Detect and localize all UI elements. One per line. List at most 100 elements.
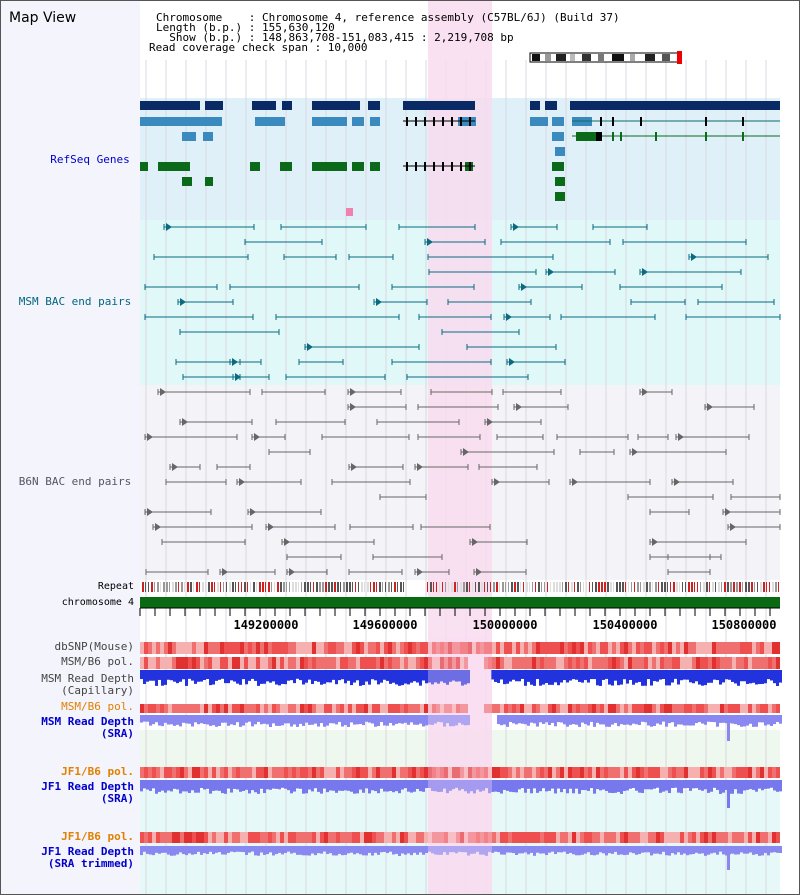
msm-pol2-cell bbox=[516, 704, 520, 713]
jf1-sra-depth-bar bbox=[560, 780, 563, 793]
jf1-trim-depth-bar bbox=[689, 846, 692, 855]
msm-cap-depth-bar bbox=[536, 670, 539, 680]
repeat-mark bbox=[391, 582, 392, 592]
jf1-pol-cell bbox=[244, 767, 248, 778]
track-label-repeat: Repeat bbox=[97, 581, 134, 592]
jf1-pol-cell bbox=[704, 767, 708, 778]
msm-sra-depth-bar bbox=[296, 715, 299, 727]
jf1-trim-depth-bar bbox=[617, 846, 620, 855]
gene-exon bbox=[205, 101, 223, 110]
msm-sra-depth-bar bbox=[239, 715, 242, 727]
jf1-pol-cell bbox=[236, 767, 240, 778]
show-range-info: Show (b.p.) : 148,863,708-151,083,415 : … bbox=[156, 31, 514, 44]
msm-cap-depth-bar bbox=[509, 670, 512, 682]
jf1-sra-depth-bar bbox=[773, 780, 776, 791]
dbsnp-cell bbox=[144, 642, 148, 654]
msm-pol2-cell bbox=[708, 704, 712, 713]
msm-sra-depth-bar bbox=[605, 715, 608, 727]
jf1-sra-depth-bar bbox=[689, 780, 692, 791]
gene-exon bbox=[552, 117, 564, 126]
msm-sra-depth-bar bbox=[584, 715, 587, 725]
msm-sra-depth-bar bbox=[692, 715, 695, 726]
jf1-trim-depth-bar bbox=[683, 846, 686, 854]
repeat-mark bbox=[655, 582, 657, 592]
msm-pol2-cell bbox=[544, 704, 548, 713]
jf1-trim-depth-bar bbox=[368, 846, 371, 853]
jf1-pol-cell bbox=[460, 767, 464, 778]
repeat-mark bbox=[211, 582, 213, 592]
repeat-mark bbox=[445, 582, 446, 592]
jf1-sra-depth-bar bbox=[296, 780, 299, 789]
msm-sra-depth-bar bbox=[311, 715, 314, 725]
jf1-sra-depth-bar bbox=[335, 780, 338, 793]
jf1-trim-depth-bar bbox=[329, 846, 332, 854]
gene-exon bbox=[705, 117, 707, 126]
msm-pol-cell bbox=[456, 657, 460, 669]
msm-sra-depth-bar bbox=[170, 715, 173, 725]
jf1-trim-depth-bar bbox=[182, 846, 185, 855]
jf1-sra-depth-bar bbox=[536, 780, 539, 793]
msm-cap-depth-bar bbox=[236, 670, 239, 684]
msm-pol2-cell bbox=[704, 704, 708, 713]
repeat-mark bbox=[430, 582, 432, 592]
msm-cap-depth-bar bbox=[713, 670, 716, 680]
repeat-mark bbox=[280, 582, 282, 592]
msm-sra-depth-bar bbox=[626, 715, 629, 725]
msm-sra-depth-bar bbox=[344, 715, 347, 726]
jf1-pol2-cell bbox=[208, 832, 212, 843]
msm-sra-depth-bar bbox=[359, 715, 362, 724]
jf1-sra-depth-bar bbox=[194, 780, 197, 793]
msm-sra-depth-bar bbox=[713, 715, 716, 723]
jf1-pol-cell bbox=[204, 767, 208, 778]
jf1-trim-depth-bar bbox=[461, 846, 464, 853]
jf1-sra-depth-bar bbox=[641, 780, 644, 793]
repeat-mark bbox=[505, 582, 506, 592]
msm-sra-depth-bar bbox=[188, 715, 191, 724]
dbsnp-cell bbox=[424, 642, 428, 654]
dbsnp-cell bbox=[320, 642, 324, 654]
msm-cap-depth-bar bbox=[161, 670, 164, 686]
msm-cap-depth-bar bbox=[377, 670, 380, 685]
track-label-refseq[interactable]: RefSeq Genes bbox=[50, 153, 130, 166]
msm-cap-depth-bar bbox=[539, 670, 542, 686]
jf1-pol2-cell bbox=[668, 832, 672, 843]
repeat-mark bbox=[682, 582, 683, 592]
jf1-pol-cell bbox=[196, 767, 200, 778]
jf1-pol-cell bbox=[300, 767, 304, 778]
msm-sra-depth-bar bbox=[419, 715, 422, 724]
jf1-trim-depth-bar bbox=[287, 846, 290, 852]
jf1-trim-depth-bar bbox=[515, 846, 518, 855]
dbsnp-cell bbox=[304, 642, 308, 654]
dbsnp-cell bbox=[356, 642, 360, 654]
track-label-msm-bac[interactable]: MSM BAC end pairs bbox=[18, 295, 132, 308]
dbsnp-cell bbox=[492, 642, 496, 654]
jf1-trim-depth-bar bbox=[503, 846, 506, 855]
gene-exon bbox=[255, 117, 285, 126]
msm-pol2-cell bbox=[604, 704, 608, 713]
jf1-sra-depth-bar bbox=[359, 780, 362, 790]
repeat-mark bbox=[508, 582, 509, 592]
msm-pol-cell bbox=[444, 657, 448, 669]
msm-pol2-cell bbox=[412, 704, 416, 713]
msm-pol-cell bbox=[460, 657, 464, 669]
repeat-mark bbox=[253, 582, 255, 592]
page-title: Map View bbox=[9, 10, 77, 26]
jf1-pol-cell bbox=[144, 767, 148, 778]
jf1-pol-cell bbox=[188, 767, 192, 778]
msm-pol2-cell bbox=[192, 704, 196, 713]
msm-pol-cell bbox=[636, 657, 640, 669]
jf1-pol-cell bbox=[560, 767, 564, 778]
b6n-bac-pair-arrow bbox=[707, 403, 713, 411]
track-label-b6n-bac[interactable]: B6N BAC end pairs bbox=[18, 475, 132, 488]
jf1-pol2-cell bbox=[380, 832, 384, 843]
msm-cap-depth-bar bbox=[170, 670, 173, 681]
jf1-sra-depth-bar bbox=[425, 780, 428, 789]
jf1-trim-depth-bar bbox=[212, 846, 215, 855]
msm-sra-depth-bar bbox=[272, 715, 275, 724]
msm-cap-depth-bar bbox=[245, 670, 248, 685]
msm-sra-depth-bar bbox=[530, 715, 533, 723]
repeat-mark bbox=[550, 582, 551, 592]
jf1-pol-cell bbox=[312, 767, 316, 778]
b6n-bac-pair-arrow bbox=[289, 568, 295, 576]
